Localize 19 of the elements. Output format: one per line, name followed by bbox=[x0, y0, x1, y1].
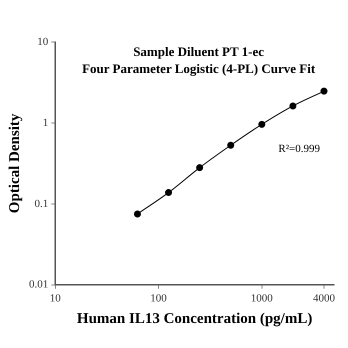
point bbox=[134, 210, 141, 218]
point bbox=[196, 164, 204, 172]
y-tick-label: 0.1 bbox=[34, 198, 48, 210]
text: Sample Diluent PT 1-ec Four Parameter Logistic (4-PL) Curve Fit bbox=[82, 44, 316, 76]
x-tick-label: 10 bbox=[50, 292, 62, 304]
annotation: R²=0.999 bbox=[278, 143, 320, 155]
point bbox=[320, 88, 328, 95]
x-tick-label: 1000 bbox=[250, 292, 274, 304]
point bbox=[227, 142, 234, 149]
point bbox=[165, 189, 172, 196]
x-tick-label: 100 bbox=[150, 292, 168, 304]
y-tick-label: 1 bbox=[42, 116, 48, 129]
x-axis-title: Human IL13 Concentration (pg/mL) bbox=[76, 310, 312, 327]
y-tick-label: 10 bbox=[37, 36, 49, 48]
x-tick-label: 4000 bbox=[312, 292, 336, 304]
point bbox=[289, 102, 296, 110]
y-axis-title: Optical Density bbox=[6, 113, 23, 214]
y-tick-label: 0.01 bbox=[29, 278, 48, 291]
point bbox=[258, 120, 266, 128]
